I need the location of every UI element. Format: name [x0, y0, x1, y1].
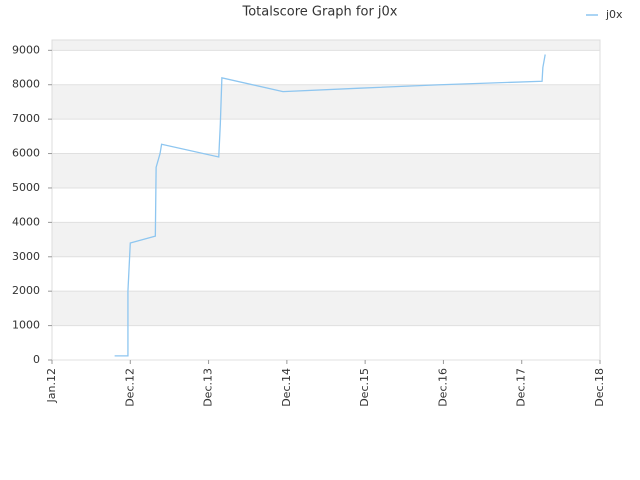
x-tick-label: Dec.14	[280, 368, 293, 407]
y-tick-label: 2000	[12, 284, 40, 297]
y-tick-label: 4000	[12, 215, 40, 228]
grid-band	[52, 84, 600, 120]
x-tick-label: Jan.12	[45, 368, 58, 403]
y-tick-label: 1000	[12, 319, 40, 332]
legend-label: j0x	[605, 8, 623, 21]
grid-band	[52, 153, 600, 188]
y-tick-label: 9000	[12, 43, 40, 56]
grid-band	[52, 291, 600, 326]
y-tick-label: 0	[33, 353, 40, 366]
grid-band	[52, 222, 600, 257]
x-tick-label: Dec.15	[358, 368, 371, 407]
data-line	[114, 54, 546, 357]
y-tick-label: 5000	[12, 181, 40, 194]
x-tick-label: Dec.13	[202, 368, 215, 407]
grid-band	[52, 40, 600, 51]
x-tick-label: Dec.12	[123, 368, 136, 407]
y-tick-label: 7000	[12, 112, 40, 125]
x-tick-label: Dec.16	[436, 368, 449, 407]
y-tick-label: 6000	[12, 147, 40, 160]
y-tick-label: 3000	[12, 250, 40, 263]
x-tick-label: Dec.18	[593, 368, 606, 407]
chart-title: Totalscore Graph for j0x	[241, 5, 397, 20]
y-tick-label: 8000	[12, 78, 40, 91]
x-tick-label: Dec.17	[515, 368, 528, 407]
